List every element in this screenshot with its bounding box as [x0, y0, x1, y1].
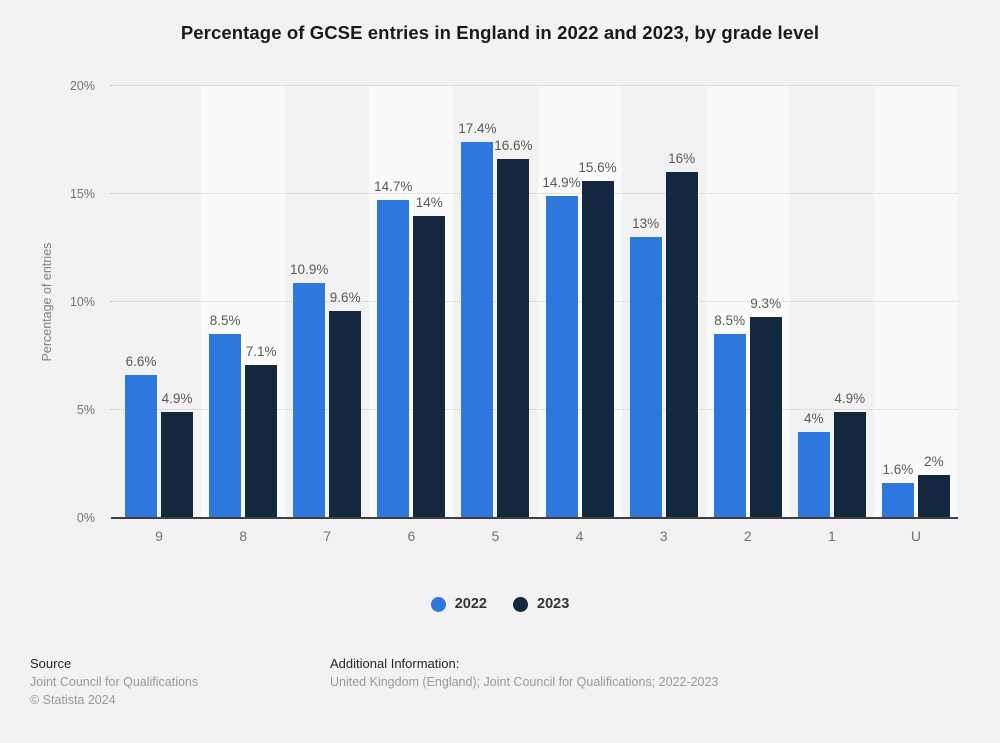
bar-2022-grade-5: [461, 142, 494, 518]
chart-title: Percentage of GCSE entries in England in…: [180, 22, 820, 43]
x-category-label-5: 5: [491, 528, 500, 544]
footer: Source Joint Council for Qualifications …: [30, 656, 970, 711]
y-tick-label-5%: 5%: [76, 403, 95, 417]
value-label-2023-grade-3: 16%: [668, 151, 696, 167]
bar-2022-grade-1: [797, 431, 830, 518]
bar-2022-grade-4: [545, 196, 578, 518]
y-tick-label-20%: 20%: [69, 79, 95, 93]
bar-2022-grade-6: [377, 200, 410, 518]
value-label-2022-grade-U: 1.6%: [882, 462, 914, 478]
footer-additional-column: Additional Information: United Kingdom (…: [330, 656, 970, 711]
value-label-2022-grade-8: 8.5%: [209, 313, 241, 329]
value-label-2023-grade-4: 15.6%: [578, 160, 617, 176]
value-label-2022-grade-1: 4%: [804, 410, 824, 426]
value-label-2023-grade-7: 9.6%: [329, 289, 361, 305]
value-label-2023-grade-1: 4.9%: [834, 391, 866, 407]
x-category-label-4: 4: [575, 528, 584, 544]
value-label-2022-grade-3: 13%: [632, 216, 660, 232]
bar-2022-grade-3: [629, 237, 662, 518]
value-label-2023-grade-6: 14%: [415, 194, 443, 210]
y-tick-label-15%: 15%: [69, 187, 95, 201]
bar-2023-grade-7: [329, 310, 362, 518]
bar-2022-grade-9: [125, 375, 157, 518]
x-category-label-1: 1: [827, 528, 836, 544]
additional-info-value: United Kingdom (England); Joint Council …: [330, 675, 719, 689]
y-tick-label-10%: 10%: [69, 295, 95, 309]
legend-label-2022: 2022: [454, 596, 487, 612]
bar-2023-grade-2: [749, 317, 782, 518]
value-label-2022-grade-7: 10.9%: [290, 261, 329, 277]
value-label-2022-grade-2: 8.5%: [714, 313, 746, 329]
value-label-2022-grade-9: 6.6%: [125, 354, 157, 370]
bar-2023-grade-4: [581, 181, 614, 518]
x-category-label-2: 2: [743, 528, 752, 544]
x-category-label-7: 7: [323, 528, 332, 544]
plot-stripe: [873, 86, 958, 518]
gridline-5: [110, 409, 958, 410]
legend-marker-2023-icon: [513, 596, 528, 612]
additional-info-heading: Additional Information:: [330, 656, 460, 671]
x-category-label-6: 6: [407, 528, 416, 544]
value-label-2022-grade-4: 14.9%: [542, 175, 581, 191]
x-category-label-U: U: [910, 528, 921, 544]
bar-2023-grade-3: [665, 172, 698, 518]
value-label-2022-grade-5: 17.4%: [458, 121, 497, 137]
bar-2023-grade-6: [413, 215, 446, 518]
gridline-15: [110, 193, 958, 194]
footer-source-column: Source Joint Council for Qualifications …: [30, 656, 330, 711]
value-label-2023-grade-8: 7.1%: [245, 343, 277, 359]
bar-2023-grade-5: [497, 159, 530, 518]
legend-item-2023: 2023: [513, 596, 569, 612]
x-category-label-8: 8: [239, 528, 248, 544]
value-label-2023-grade-U: 2%: [924, 453, 944, 469]
x-category-label-9: 9: [155, 528, 163, 544]
bar-2022-grade-U: [881, 483, 914, 518]
source-value: Joint Council for Qualifications: [30, 675, 199, 689]
bar-2022-grade-8: [209, 334, 242, 518]
value-label-2022-grade-6: 14.7%: [374, 179, 413, 195]
x-axis-line: [111, 517, 958, 519]
x-category-label-3: 3: [659, 528, 668, 544]
source-heading: Source: [30, 656, 72, 671]
bar-2023-grade-U: [917, 474, 950, 518]
gridline-20: [110, 85, 958, 86]
bar-2023-grade-1: [833, 412, 866, 518]
bar-2022-grade-7: [293, 282, 326, 518]
value-label-2023-grade-2: 9.3%: [750, 296, 782, 312]
plot-area: 6.6% 8.5% 10.9% 14.7% 17.4% 14.9% 13% 8.5% 4% 1.6…: [110, 85, 958, 519]
legend-marker-2022-icon: [430, 596, 446, 612]
bar-2022-grade-2: [713, 334, 746, 518]
gridline-10: [110, 301, 958, 302]
legend-item-2022: 2022: [430, 596, 487, 612]
bar-2023-grade-9: [161, 412, 193, 518]
legend-label-2023: 2023: [537, 596, 570, 612]
copyright: © Statista 2024: [30, 693, 116, 707]
value-label-2023-grade-9: 4.9%: [161, 391, 193, 407]
legend: 2022 2023: [0, 596, 1000, 612]
value-label-2023-grade-5: 16.6%: [494, 138, 533, 154]
bar-2023-grade-8: [245, 364, 278, 518]
y-tick-label-0%: 0%: [76, 511, 95, 525]
